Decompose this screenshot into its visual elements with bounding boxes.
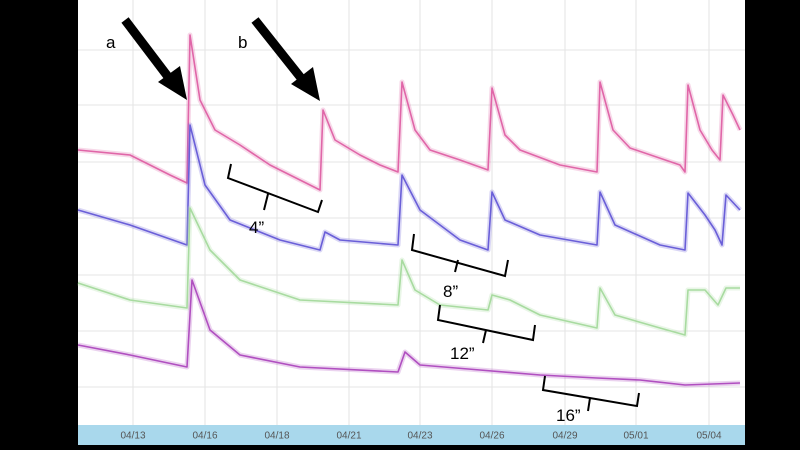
line [77, 279, 741, 386]
annotation: 12” [450, 344, 475, 363]
x-tick-label: 04/16 [192, 431, 217, 442]
plot-area [78, 0, 745, 425]
x-tick-label: 04/23 [407, 431, 432, 442]
x-tick-label: 05/04 [696, 431, 721, 442]
x-tick-label: 04/13 [120, 431, 145, 442]
arrows [121, 17, 320, 101]
lines [77, 32, 743, 388]
annotation: 4” [249, 218, 264, 237]
line [77, 124, 741, 251]
annotation: 8” [443, 282, 458, 301]
grid [132, 0, 710, 425]
line [77, 207, 740, 336]
x-tick-label: 04/26 [479, 431, 504, 442]
annotation: a [106, 33, 116, 52]
line [77, 34, 741, 191]
x-tick-label: 05/01 [623, 431, 648, 442]
x-tick-label: 04/21 [336, 431, 361, 442]
x-tick-label: 04/29 [552, 431, 577, 442]
x-tick-label: 04/18 [264, 431, 289, 442]
brackets [226, 163, 640, 412]
x-axis-bar [78, 425, 745, 445]
annotation: b [238, 33, 247, 52]
annotation: 16” [556, 406, 581, 425]
